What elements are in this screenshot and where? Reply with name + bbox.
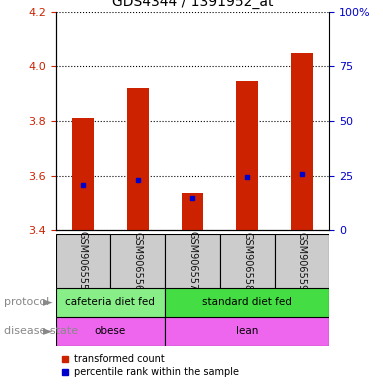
Text: obese: obese <box>95 326 126 336</box>
Bar <box>110 234 165 288</box>
Bar <box>291 53 313 230</box>
Text: disease state: disease state <box>4 326 78 336</box>
Bar <box>56 234 110 288</box>
Text: lean: lean <box>236 326 259 336</box>
Title: GDS4344 / 1391952_at: GDS4344 / 1391952_at <box>112 0 273 9</box>
Text: GSM906556: GSM906556 <box>133 232 143 291</box>
Bar <box>220 234 275 288</box>
Text: ►: ► <box>43 325 53 338</box>
Text: GSM906559: GSM906559 <box>297 232 307 291</box>
Bar <box>165 317 329 346</box>
Bar <box>72 118 94 230</box>
Bar <box>127 88 149 230</box>
Bar <box>275 234 329 288</box>
Text: GSM906557: GSM906557 <box>187 232 198 291</box>
Text: ►: ► <box>43 296 53 309</box>
Legend: transformed count, percentile rank within the sample: transformed count, percentile rank withi… <box>56 351 243 381</box>
Bar <box>182 194 203 230</box>
Text: GSM906558: GSM906558 <box>242 232 252 291</box>
Text: protocol: protocol <box>4 297 49 308</box>
Bar <box>56 317 165 346</box>
Text: cafeteria diet fed: cafeteria diet fed <box>65 297 155 308</box>
Bar <box>236 81 258 230</box>
Bar <box>165 288 329 317</box>
Bar <box>56 288 165 317</box>
Text: GSM906555: GSM906555 <box>78 232 88 291</box>
Bar <box>165 234 220 288</box>
Text: standard diet fed: standard diet fed <box>202 297 292 308</box>
